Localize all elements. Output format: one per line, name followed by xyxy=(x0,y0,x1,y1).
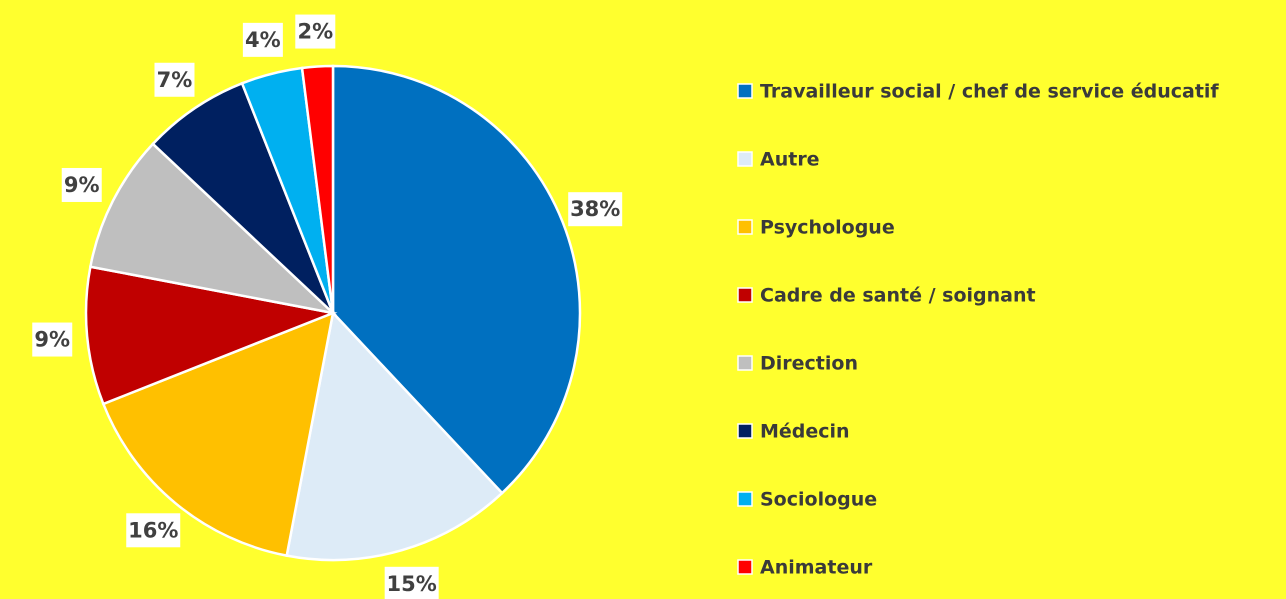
pie-slice xyxy=(331,64,582,495)
data-label: 4% xyxy=(245,28,281,52)
legend-swatch xyxy=(737,491,753,507)
legend-swatch xyxy=(737,287,753,303)
pie-slice xyxy=(151,81,335,314)
data-label-box xyxy=(384,566,439,599)
data-label-box xyxy=(242,22,283,57)
legend-label: Médecin xyxy=(760,421,850,443)
pie-slice xyxy=(84,265,338,406)
data-label-box xyxy=(568,192,623,227)
data-label: 9% xyxy=(34,328,70,352)
legend-label: Psychologue xyxy=(760,217,895,239)
legend-swatch xyxy=(737,83,753,99)
data-label-box xyxy=(61,167,102,202)
data-label-box xyxy=(295,14,336,49)
legend-swatch xyxy=(737,151,753,167)
legend-label: Travailleur social / chef de service édu… xyxy=(760,81,1219,103)
legend-swatch xyxy=(737,219,753,235)
legend-label: Animateur xyxy=(760,557,873,579)
legend-label: Sociologue xyxy=(760,489,877,511)
data-label-box xyxy=(32,322,73,357)
data-label: 7% xyxy=(157,68,193,92)
data-label: 15% xyxy=(387,572,437,596)
legend-label: Autre xyxy=(760,149,820,171)
data-label: 38% xyxy=(570,197,620,221)
legend-swatch xyxy=(737,423,753,439)
data-label: 16% xyxy=(128,518,178,542)
legend-label: Cadre de santé / soignant xyxy=(760,285,1036,307)
pie-slice xyxy=(88,142,337,316)
pie-slice xyxy=(300,64,335,314)
data-label-box xyxy=(126,513,181,548)
legend-swatch xyxy=(737,559,753,575)
legend-label: Direction xyxy=(760,353,858,375)
data-label: 2% xyxy=(297,20,333,44)
data-label-box xyxy=(154,62,195,97)
legend-swatch xyxy=(737,355,753,371)
pie-slice xyxy=(285,310,504,562)
pie-slice xyxy=(101,311,335,558)
data-label: 9% xyxy=(64,173,100,197)
